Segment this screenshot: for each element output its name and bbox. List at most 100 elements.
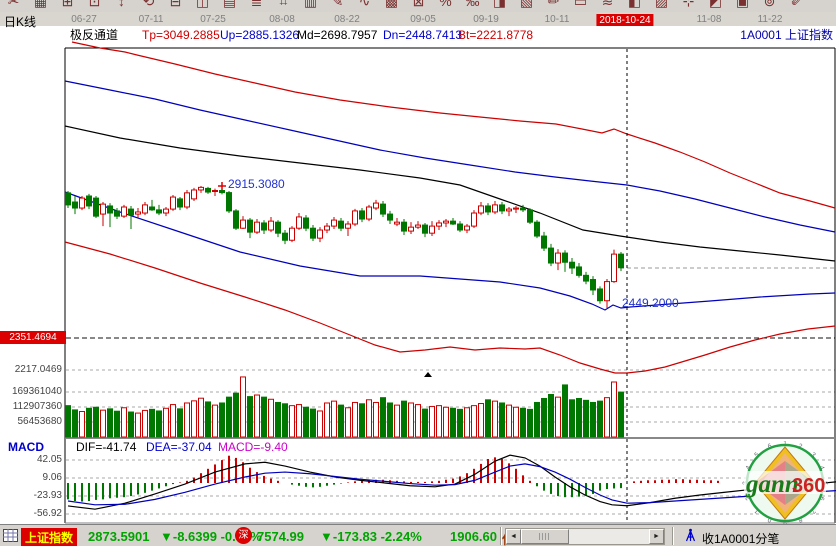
separator: [500, 527, 502, 545]
macd-stat-value: DIF=-41.74: [76, 440, 137, 454]
scrollbar-thumb[interactable]: [521, 529, 569, 544]
price-axis-label: 112907360: [12, 401, 62, 412]
svg-text:8: 8: [797, 516, 803, 524]
marked-price-label: 2351.4694: [0, 331, 66, 344]
indicator-value: Dn=2448.7413: [383, 28, 463, 42]
macd-histogram: [67, 455, 719, 502]
date-label: 09-05: [410, 14, 436, 25]
crosshair-date-label: 2018-10-24: [596, 14, 654, 27]
toolbar-icon[interactable]: ▨: [654, 0, 669, 9]
svg-text:5: 5: [753, 451, 761, 459]
svg-text:0: 0: [767, 515, 773, 523]
toolbar-icon[interactable]: ⟲: [142, 0, 155, 9]
toolbar-icon[interactable]: ⌗: [279, 0, 288, 9]
svg-text:1: 1: [753, 507, 761, 515]
scroll-right-button[interactable]: ►: [649, 529, 664, 544]
feed-status-text: 收1A0001分笔: [702, 532, 780, 546]
logo-digit-ring: 1234567890123456: [742, 440, 828, 526]
svg-text:1: 1: [783, 441, 787, 447]
svg-text:9: 9: [783, 519, 787, 525]
toolbar-icon[interactable]: ≣: [250, 0, 263, 9]
status-value: 1906.60: [450, 529, 497, 544]
status-bar: 上证指数 2873.5901 ▼-8.6399 -0.30% 7574.99 ▼-17…: [0, 524, 836, 546]
toolbar-icon[interactable]: ▦: [33, 0, 48, 9]
toolbar-icon[interactable]: ◫: [195, 0, 210, 9]
price-axis-label: 169361040: [11, 386, 62, 397]
toolbar-icon[interactable]: ≋: [601, 0, 614, 9]
symbol-label: 1A0001 上证指数: [740, 28, 833, 42]
shenzhen-exchange-badge[interactable]: 深: [235, 527, 252, 544]
toolbar-icon[interactable]: ✎: [331, 0, 344, 9]
date-label: 11-08: [696, 14, 722, 25]
price-axis-label: 56453680: [17, 416, 63, 427]
macd-axis-label: -56.92: [33, 508, 62, 519]
toolbar-icon[interactable]: ▧: [519, 0, 534, 9]
separator: [672, 527, 674, 545]
toolbar-icon[interactable]: ↕: [118, 0, 125, 9]
svg-text:2: 2: [797, 443, 803, 451]
svg-text:4: 4: [818, 465, 826, 471]
candlesticks: [65, 186, 624, 309]
indicator-value: Bt=2221.8778: [458, 28, 534, 42]
svg-text:6: 6: [817, 495, 825, 501]
logo-gann-text: gann: [745, 471, 799, 498]
indicator-value: Tp=3049.2885: [142, 28, 220, 42]
date-label: 06-27: [71, 14, 97, 25]
toolbar-icon[interactable]: ▩: [384, 0, 399, 9]
volume-bars: [65, 376, 624, 438]
horizontal-scrollbar[interactable]: ◄ ►: [505, 528, 665, 545]
toolbar-icon[interactable]: ✐: [790, 0, 803, 9]
toolbar-icon[interactable]: ▭: [573, 0, 588, 9]
macd-lines: [67, 454, 836, 510]
svg-text:6: 6: [767, 442, 773, 450]
chart-header: 日K线 1A0001 上证指数 极反通道 Tp=3049.2885 Up=2885.…: [0, 16, 836, 48]
gridlines: [66, 267, 835, 515]
high-price-annotation: 2915.3080: [228, 177, 285, 191]
svg-text:7: 7: [809, 507, 817, 515]
chart-markers: [218, 182, 432, 377]
toolbar-icon[interactable]: ‰: [465, 0, 480, 9]
price-axis-label: 2217.0469: [14, 364, 62, 375]
scroll-left-button[interactable]: ◄: [506, 529, 521, 544]
index-name-badge[interactable]: 上证指数: [21, 528, 78, 546]
date-label: 10-11: [544, 14, 570, 25]
date-axis: 06-27 07-11 07-25 08-08 08-22 09-05 09-19 10-11…: [0, 12, 836, 27]
toolbar-icon[interactable]: ▥: [303, 0, 318, 9]
macd-stat-value: DEA=-37.04: [146, 440, 212, 454]
toolbar-icon[interactable]: ✂: [7, 0, 20, 9]
macd-stat-value: MACD=-9.40: [218, 440, 288, 454]
macd-pane-title: MACD: [8, 440, 44, 454]
date-label: 07-11: [138, 14, 164, 25]
date-label: 08-08: [269, 14, 295, 25]
toolbar-icon[interactable]: ✏: [547, 0, 560, 9]
toolbar-icon[interactable]: ⊹: [682, 0, 695, 9]
toolbar-icon[interactable]: ◩: [708, 0, 723, 9]
svg-text:2: 2: [744, 495, 752, 501]
data-feed-antenna-icon: [684, 528, 697, 546]
toolbar-icon[interactable]: ◧: [627, 0, 642, 9]
toolbar-icon[interactable]: ⊚: [763, 0, 776, 9]
date-label: 07-25: [200, 14, 226, 25]
indicator-value: Up=2885.1326: [220, 28, 300, 42]
macd-axis-label: 42.05: [36, 454, 62, 465]
toolbar-icon[interactable]: ∿: [358, 0, 371, 9]
toolbar-icon[interactable]: ▤: [222, 0, 237, 9]
date-label: 11-22: [757, 14, 783, 25]
toolbar-icon[interactable]: ⊟: [169, 0, 182, 9]
gann360-logo: 1234567890123456 gann 360: [735, 440, 835, 526]
period-label: 日K线: [4, 15, 37, 29]
toolbar-icon[interactable]: ⊡: [88, 0, 101, 9]
toolbar-icon[interactable]: %: [439, 0, 452, 9]
svg-text:3: 3: [809, 451, 817, 459]
toolbar-icon[interactable]: ⊞: [61, 0, 74, 9]
macd-axis-label: -23.93: [33, 490, 62, 501]
low-price-annotation: 2449.2000: [622, 296, 679, 310]
toolbar-icon[interactable]: ◨: [492, 0, 507, 9]
quote-grid-icon[interactable]: [3, 529, 18, 545]
toolbar-icon[interactable]: ⊠: [412, 0, 425, 9]
status-value: ▼-173.83 -2.24%: [320, 529, 422, 544]
macd-axis-label: 9.06: [42, 472, 62, 483]
toolbar-icon[interactable]: ▣: [735, 0, 750, 9]
